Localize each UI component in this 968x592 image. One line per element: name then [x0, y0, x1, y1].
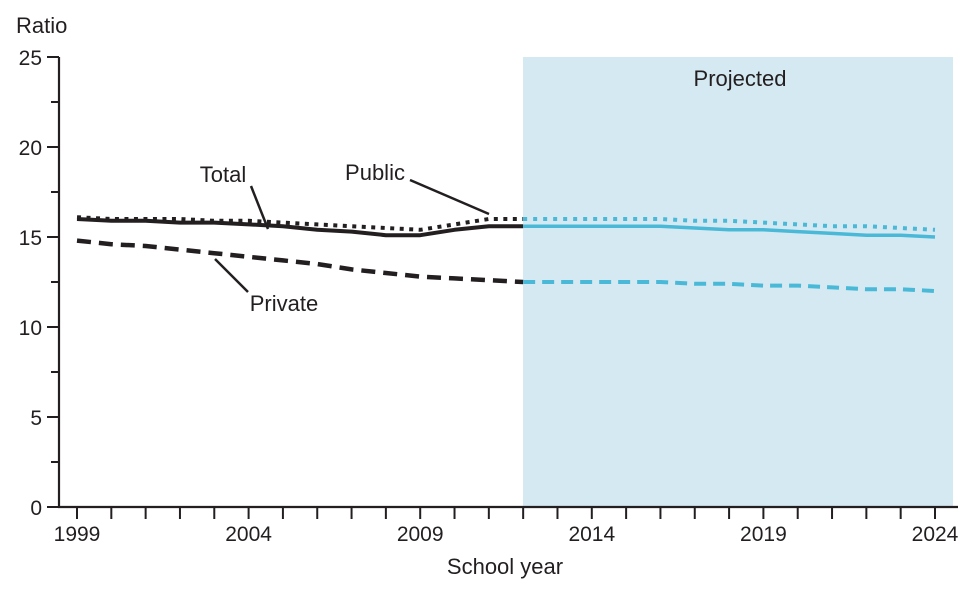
- x-tick-label: 2014: [568, 523, 615, 546]
- series-lines: [76, 215, 936, 293]
- total-line-projected: [523, 224, 936, 239]
- y-tick-label: 25: [19, 47, 42, 70]
- x-axis-ticks: 1999 2004 2009 2014 2019 2024: [54, 507, 959, 546]
- projected-region: [523, 57, 953, 507]
- y-axis-ticks: 0 5 10 15 20 25: [19, 47, 59, 520]
- x-tick-label: 2009: [397, 523, 444, 546]
- y-tick-label: 10: [19, 317, 42, 340]
- y-tick-label: 5: [30, 407, 42, 430]
- y-axis-title: Ratio: [16, 13, 67, 38]
- public-leader-line: [409, 178, 490, 216]
- y-tick-label: 15: [19, 227, 42, 250]
- private-series-label: Private: [250, 291, 318, 316]
- public-line-historical: [76, 215, 524, 232]
- x-tick-label: 2019: [740, 523, 787, 546]
- x-tick-label: 2004: [225, 523, 272, 546]
- private-line-historical: [76, 238, 524, 285]
- projected-label: Projected: [694, 66, 787, 91]
- y-tick-label: 0: [30, 497, 42, 520]
- x-tick-label: 1999: [54, 523, 101, 546]
- public-series-label: Public: [345, 160, 405, 185]
- total-leader-line: [249, 185, 270, 230]
- public-line-projected: [523, 217, 936, 232]
- x-tick-label: 2024: [912, 523, 959, 546]
- private-line-projected: [523, 280, 936, 293]
- total-line-historical: [76, 217, 524, 238]
- total-series-label: Total: [200, 162, 246, 187]
- y-tick-label: 20: [19, 137, 42, 160]
- private-leader-line: [214, 258, 249, 293]
- x-axis-title: School year: [447, 554, 563, 579]
